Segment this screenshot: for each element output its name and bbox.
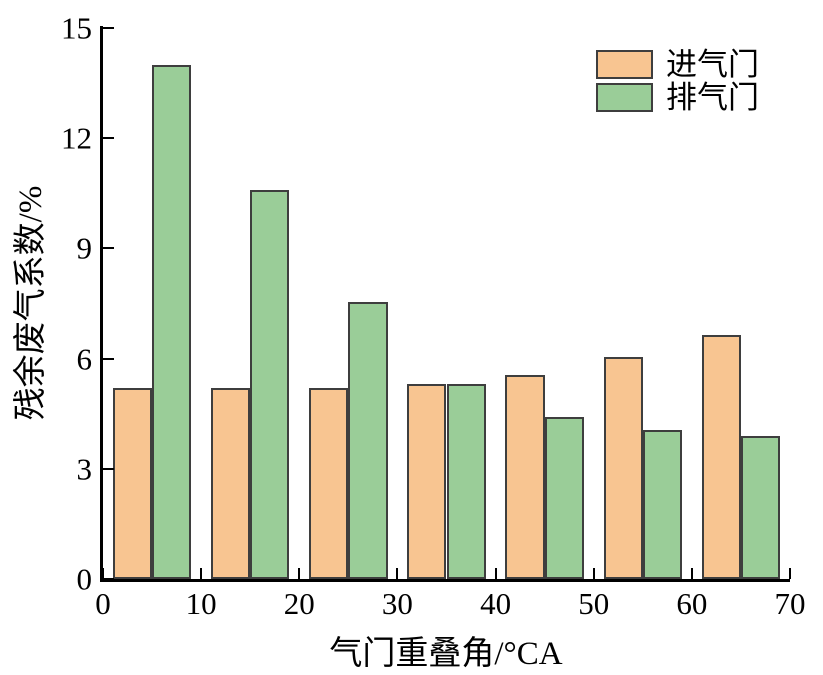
- x-tick-mark: [494, 568, 497, 579]
- bar-exhaust-valve: [250, 189, 290, 579]
- legend-label-exhaust-valve: 排气门: [666, 80, 759, 115]
- x-tick-mark: [200, 568, 203, 579]
- legend-swatch-intake-valve: [596, 50, 653, 79]
- legend-item-exhaust-valve: 排气门: [596, 82, 759, 113]
- y-tick-label: 3: [76, 451, 93, 487]
- x-tick-mark: [298, 568, 301, 579]
- legend: 进气门 排气门: [596, 49, 759, 115]
- x-tick-label: 40: [480, 586, 512, 621]
- x-tick-label: 50: [578, 586, 610, 621]
- x-tick-mark: [396, 568, 399, 579]
- y-tick-mark: [103, 467, 114, 470]
- y-tick-mark: [103, 357, 114, 360]
- x-tick-mark: [690, 568, 693, 579]
- x-tick-label: 0: [95, 586, 111, 621]
- x-tick-label: 70: [774, 586, 806, 621]
- bar-intake-valve: [112, 388, 153, 579]
- x-tick-label: 20: [283, 586, 315, 621]
- plot-area: 进气门 排气门: [103, 28, 790, 579]
- x-axis-line: [100, 579, 790, 582]
- legend-item-intake-valve: 进气门: [596, 49, 759, 80]
- bar-intake-valve: [603, 356, 643, 579]
- bar-exhaust-valve: [642, 430, 683, 579]
- y-tick-mark: [103, 27, 114, 29]
- x-tick-mark: [789, 568, 791, 579]
- x-tick-label: 30: [381, 586, 413, 621]
- bar-intake-valve: [309, 388, 349, 579]
- bar-exhaust-valve: [152, 64, 192, 579]
- y-axis-title: 残余废气系数/%: [13, 185, 49, 421]
- legend-label-intake-valve: 进气门: [666, 47, 759, 82]
- y-tick-label: 15: [61, 10, 92, 46]
- y-tick-label: 0: [76, 561, 93, 597]
- y-tick-label: 6: [76, 341, 93, 377]
- x-tick-mark: [592, 568, 595, 579]
- bar-intake-valve: [701, 334, 741, 579]
- bar-intake-valve: [505, 375, 545, 579]
- legend-swatch-exhaust-valve: [596, 83, 653, 112]
- x-tick-label: 10: [185, 586, 217, 621]
- x-tick-mark: [102, 568, 104, 579]
- bar-exhaust-valve: [348, 301, 388, 579]
- bar-exhaust-valve: [740, 435, 781, 579]
- x-tick-label: 60: [676, 586, 708, 621]
- y-tick-label: 9: [76, 230, 93, 266]
- bar-intake-valve: [407, 384, 447, 579]
- y-axis-line: [100, 26, 103, 582]
- x-axis-title: 气门重叠角/°CA: [329, 636, 563, 672]
- bar-exhaust-valve: [446, 384, 486, 579]
- y-tick-mark: [103, 578, 114, 580]
- y-tick-label: 12: [61, 120, 92, 156]
- y-tick-mark: [103, 247, 114, 250]
- bar-intake-valve: [211, 388, 251, 579]
- y-tick-mark: [103, 137, 114, 140]
- bar-exhaust-valve: [544, 417, 584, 579]
